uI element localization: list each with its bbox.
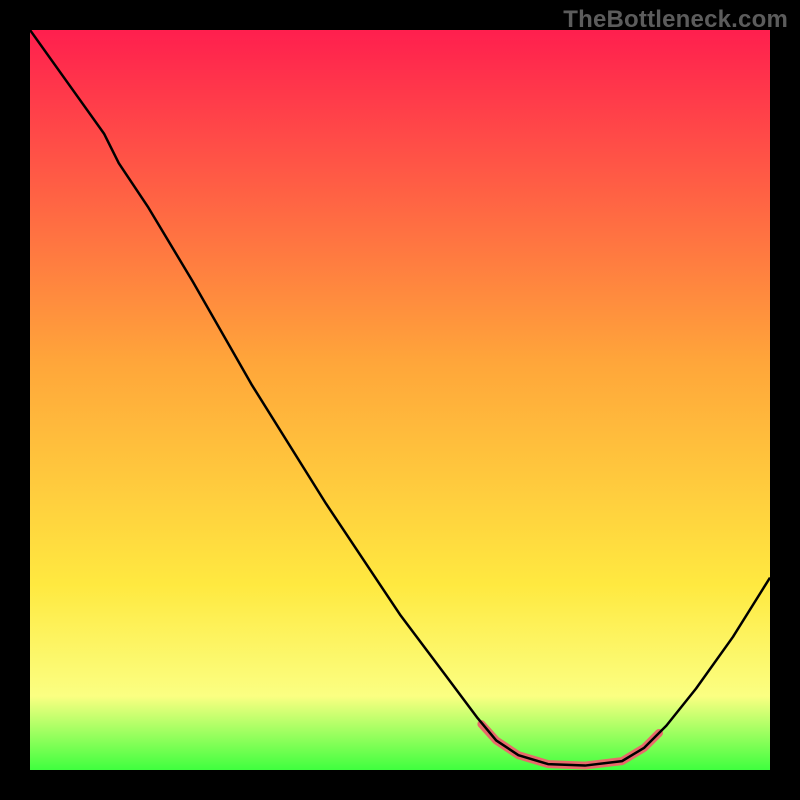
plot-area	[30, 30, 770, 770]
figure-root: { "attribution": "TheBottleneck.com", "c…	[0, 0, 800, 800]
chart-background	[30, 30, 770, 770]
chart-svg	[30, 30, 770, 770]
attribution-text: TheBottleneck.com	[563, 6, 788, 34]
